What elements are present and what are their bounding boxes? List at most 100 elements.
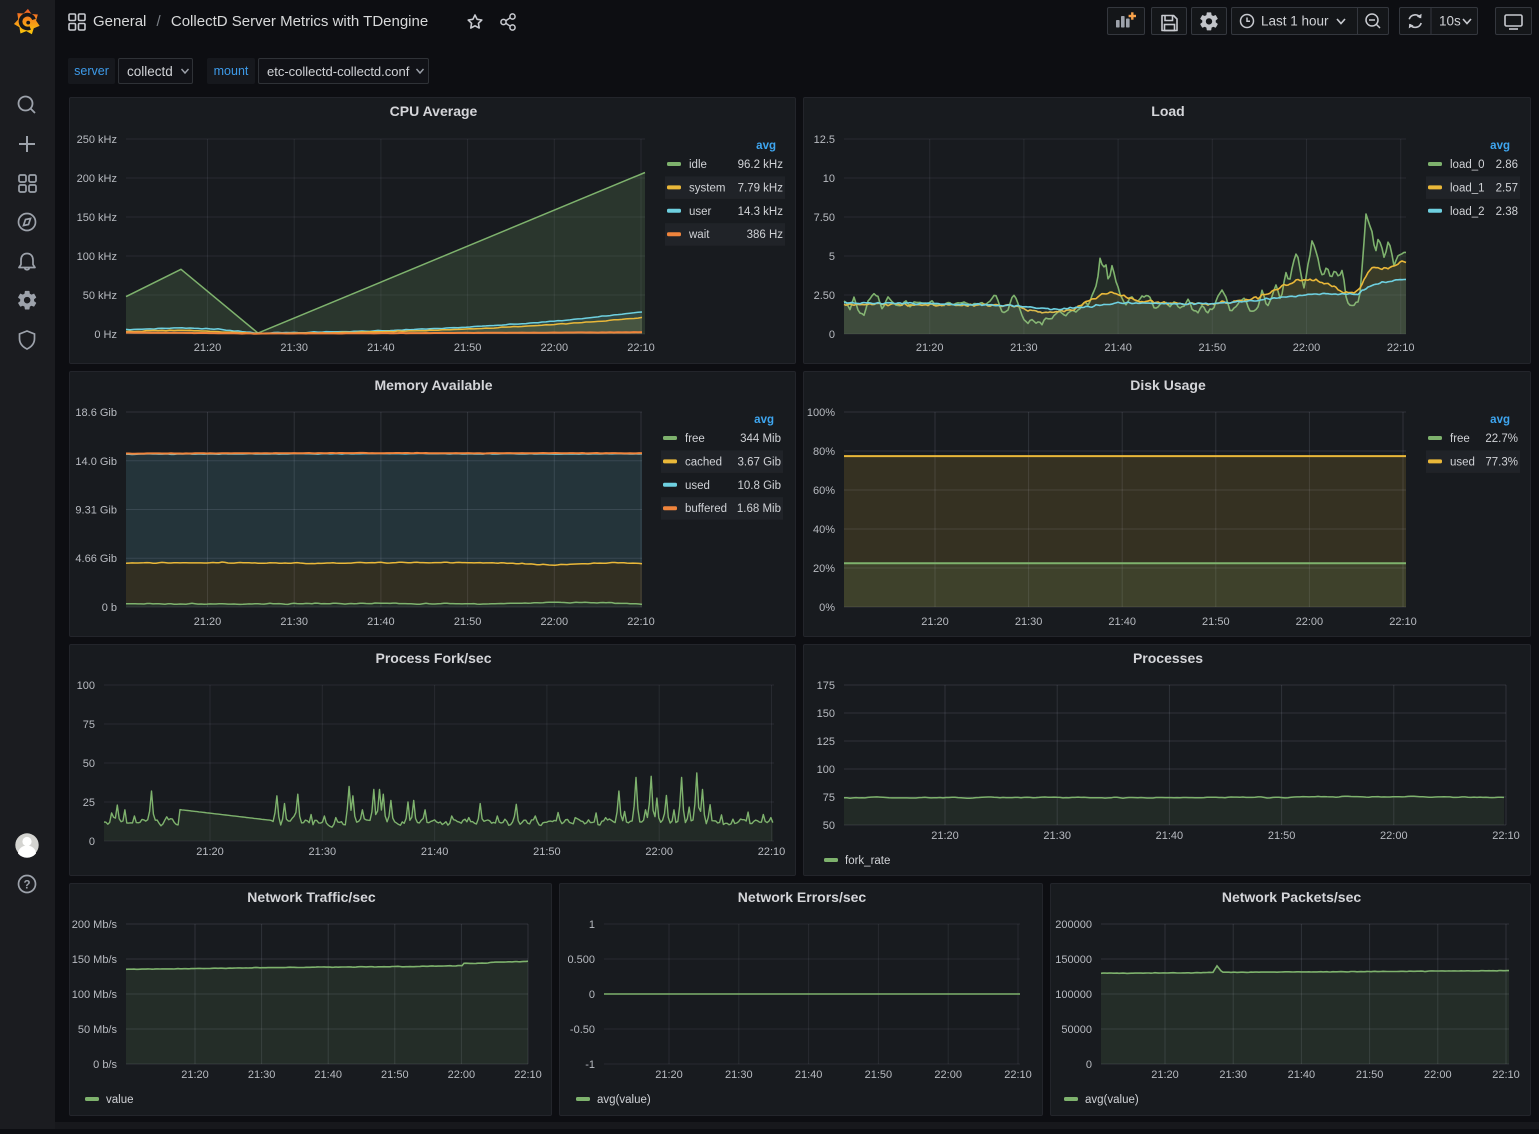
- svg-text:14.3 kHz: 14.3 kHz: [738, 206, 784, 218]
- svg-text:21:20: 21:20: [181, 1069, 209, 1081]
- svg-text:Network Traffic/sec: Network Traffic/sec: [247, 889, 376, 905]
- svg-text:cached: cached: [685, 456, 722, 468]
- svg-text:21:20: 21:20: [931, 830, 959, 842]
- svg-text:50 kHz: 50 kHz: [83, 290, 117, 302]
- svg-text:21:40: 21:40: [367, 616, 395, 628]
- svg-text:21:20: 21:20: [194, 342, 222, 354]
- svg-text:200 Mb/s: 200 Mb/s: [72, 919, 118, 931]
- svg-text:21:50: 21:50: [454, 342, 482, 354]
- svg-text:100 kHz: 100 kHz: [77, 251, 117, 263]
- svg-text:22:10: 22:10: [1492, 830, 1520, 842]
- svg-text:21:50: 21:50: [1202, 616, 1230, 628]
- svg-text:value: value: [106, 1094, 134, 1106]
- svg-text:100: 100: [817, 764, 835, 776]
- svg-text:21:50: 21:50: [1356, 1069, 1384, 1081]
- svg-text:0: 0: [589, 989, 595, 1001]
- svg-text:21:40: 21:40: [367, 342, 395, 354]
- svg-text:22:00: 22:00: [645, 846, 673, 858]
- svg-text:344 Mib: 344 Mib: [740, 433, 781, 445]
- svg-text:21:40: 21:40: [795, 1069, 823, 1081]
- svg-text:21:20: 21:20: [196, 846, 224, 858]
- svg-text:22:10: 22:10: [1492, 1069, 1520, 1081]
- svg-text:0 Hz: 0 Hz: [94, 329, 117, 341]
- svg-text:21:30: 21:30: [1010, 342, 1038, 354]
- svg-text:18.6 Gib: 18.6 Gib: [75, 407, 117, 419]
- svg-text:2.50: 2.50: [814, 290, 835, 302]
- svg-text:125: 125: [817, 736, 835, 748]
- svg-text:96.2 kHz: 96.2 kHz: [738, 159, 784, 171]
- svg-text:avg(value): avg(value): [597, 1094, 651, 1106]
- svg-text:9.31 Gib: 9.31 Gib: [75, 505, 117, 517]
- svg-text:Load: Load: [1151, 103, 1184, 119]
- svg-text:0%: 0%: [819, 602, 835, 614]
- svg-text:?: ?: [23, 880, 30, 892]
- svg-text:60%: 60%: [813, 485, 835, 497]
- svg-text:200000: 200000: [1055, 919, 1092, 931]
- svg-text:Processes: Processes: [1133, 650, 1203, 666]
- svg-text:21:30: 21:30: [725, 1069, 753, 1081]
- svg-text:22:00: 22:00: [1424, 1069, 1452, 1081]
- svg-text:CPU Average: CPU Average: [390, 103, 478, 119]
- svg-text:load_0: load_0: [1450, 159, 1485, 171]
- svg-text:100%: 100%: [807, 407, 835, 419]
- svg-text:12.5: 12.5: [814, 134, 835, 146]
- svg-text:Memory Available: Memory Available: [374, 377, 492, 393]
- svg-text:100000: 100000: [1055, 989, 1092, 1001]
- svg-text:-0.50: -0.50: [570, 1024, 595, 1036]
- svg-text:Disk Usage: Disk Usage: [1130, 377, 1206, 393]
- svg-text:Network Packets/sec: Network Packets/sec: [1222, 889, 1362, 905]
- svg-text:Process Fork/sec: Process Fork/sec: [376, 650, 492, 666]
- svg-text:10: 10: [823, 173, 835, 185]
- svg-text:22:00: 22:00: [934, 1069, 962, 1081]
- svg-text:21:50: 21:50: [381, 1069, 409, 1081]
- svg-text:7.50: 7.50: [814, 212, 835, 224]
- svg-text:150: 150: [817, 708, 835, 720]
- svg-text:21:40: 21:40: [1288, 1069, 1316, 1081]
- svg-text:21:40: 21:40: [314, 1069, 342, 1081]
- svg-text:14.0 Gib: 14.0 Gib: [75, 456, 117, 468]
- svg-text:77.3%: 77.3%: [1485, 456, 1518, 468]
- svg-text:21:30: 21:30: [1043, 830, 1071, 842]
- svg-text:21:30: 21:30: [248, 1069, 276, 1081]
- svg-text:Last 1 hour: Last 1 hour: [1261, 14, 1329, 29]
- svg-text:50: 50: [83, 758, 95, 770]
- svg-text:1.68 Mib: 1.68 Mib: [737, 503, 781, 515]
- svg-text:150000: 150000: [1055, 954, 1092, 966]
- svg-text:75: 75: [823, 792, 835, 804]
- svg-text:75: 75: [83, 719, 95, 731]
- svg-text:21:30: 21:30: [280, 616, 308, 628]
- svg-text:wait: wait: [688, 229, 710, 241]
- svg-text:-1: -1: [585, 1059, 595, 1071]
- svg-text:250 kHz: 250 kHz: [77, 134, 117, 146]
- svg-text:50: 50: [823, 820, 835, 832]
- svg-text:load_1: load_1: [1450, 182, 1485, 194]
- svg-text:22:10: 22:10: [514, 1069, 542, 1081]
- svg-text:21:50: 21:50: [454, 616, 482, 628]
- svg-text:22:10: 22:10: [1004, 1069, 1032, 1081]
- svg-text:free: free: [1450, 433, 1470, 445]
- svg-text:21:40: 21:40: [1108, 616, 1136, 628]
- svg-text:21:30: 21:30: [1015, 616, 1043, 628]
- svg-text:21:30: 21:30: [1219, 1069, 1247, 1081]
- svg-text:21:50: 21:50: [1268, 830, 1296, 842]
- svg-text:0: 0: [89, 836, 95, 848]
- svg-text:21:40: 21:40: [1104, 342, 1132, 354]
- svg-text:used: used: [685, 480, 710, 492]
- svg-text:avg(value): avg(value): [1085, 1094, 1139, 1106]
- svg-text:21:20: 21:20: [655, 1069, 683, 1081]
- svg-text:0: 0: [829, 329, 835, 341]
- svg-text:21:30: 21:30: [309, 846, 337, 858]
- svg-text:avg: avg: [1490, 140, 1510, 152]
- svg-text:21:50: 21:50: [1199, 342, 1227, 354]
- svg-text:1: 1: [589, 919, 595, 931]
- svg-text:0 b/s: 0 b/s: [93, 1059, 117, 1071]
- svg-text:user: user: [689, 206, 712, 218]
- svg-text:2.38: 2.38: [1496, 206, 1518, 218]
- svg-text:idle: idle: [689, 159, 707, 171]
- svg-text:22:10: 22:10: [1389, 616, 1417, 628]
- svg-text:80%: 80%: [813, 446, 835, 458]
- svg-text:3.67 Gib: 3.67 Gib: [738, 456, 781, 468]
- svg-text:used: used: [1450, 456, 1475, 468]
- svg-text:0: 0: [1086, 1059, 1092, 1071]
- svg-text:0.500: 0.500: [567, 954, 595, 966]
